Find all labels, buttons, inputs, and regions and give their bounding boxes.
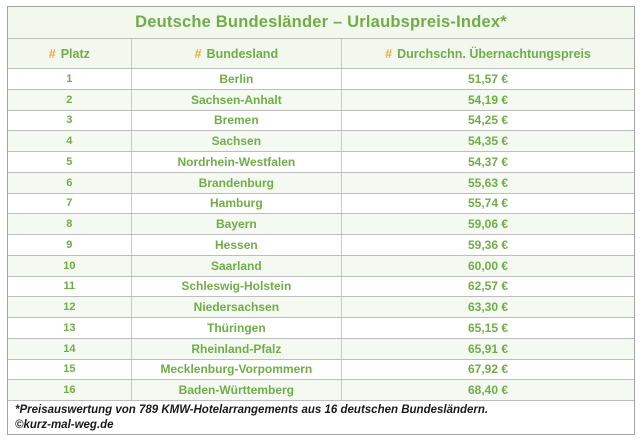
table-row: 5 Nordrhein-Westfalen 54,37 € — [8, 152, 634, 173]
price-cell: 59,06 € — [341, 214, 634, 234]
rank-cell: 6 — [66, 176, 73, 189]
hash-icon: # — [385, 46, 393, 61]
rank-cell: 2 — [66, 93, 73, 106]
table-row: 15 Mecklenburg-Vorpommern 67,92 € — [8, 359, 634, 381]
page-title: Deutsche Bundesländer – Urlaubspreis-Ind… — [135, 13, 507, 31]
table-row: 10 Saarland 60,00 € — [8, 255, 634, 277]
table-row: 12 Niedersachsen 63,30 € — [8, 297, 634, 318]
table-row: 6 Brandenburg 55,63 € — [8, 172, 634, 194]
price-cell: 54,37 € — [341, 152, 634, 172]
price-cell: 65,91 € — [341, 338, 634, 359]
rank-cell: 9 — [66, 238, 73, 251]
table-row: 11 Schleswig-Holstein 62,57 € — [8, 276, 634, 298]
table-header-row: # Platz # Bundesland # Durchschn. Überna… — [8, 39, 634, 69]
header-label-preis: Durchschn. Übernachtungspreis — [397, 46, 591, 61]
footnote-copyright: ©kurz-mal-weg.de — [15, 418, 114, 431]
rank-cell: 12 — [63, 301, 76, 314]
table-row: 8 Bayern 59,06 € — [8, 214, 634, 235]
price-cell: 60,00 € — [341, 255, 634, 276]
table-row: 2 Sachsen-Anhalt 54,19 € — [8, 89, 634, 111]
table-title-bar: Deutsche Bundesländer – Urlaubspreis-Ind… — [8, 7, 634, 39]
price-cell: 65,15 € — [341, 318, 634, 338]
table-row: 13 Thüringen 65,15 € — [8, 318, 634, 339]
rank-cell: 3 — [66, 114, 73, 127]
rank-cell: 1 — [66, 72, 73, 85]
table-row: 9 Hessen 59,36 € — [8, 235, 634, 256]
price-cell: 59,36 € — [341, 235, 634, 255]
state-cell: Bayern — [130, 214, 341, 234]
price-cell: 62,57 € — [341, 276, 634, 297]
state-cell: Sachsen-Anhalt — [130, 89, 341, 110]
footnote-area: *Preisauswertung von 789 KMW-Hotelarrang… — [8, 401, 634, 434]
rank-cell: 4 — [66, 135, 73, 148]
price-cell: 51,57 € — [341, 69, 634, 89]
price-cell: 55,63 € — [341, 172, 634, 193]
state-cell: Hamburg — [130, 193, 341, 214]
table-row: 14 Rheinland-Pfalz 65,91 € — [8, 338, 634, 360]
state-cell: Nordrhein-Westfalen — [130, 152, 341, 172]
rank-cell: 11 — [63, 280, 76, 293]
rank-cell: 7 — [66, 197, 73, 210]
header-label-bundesland: Bundesland — [206, 46, 279, 61]
header-cell-bundesland: # Bundesland — [130, 39, 341, 68]
price-cell: 63,30 € — [341, 297, 634, 317]
state-cell: Niedersachsen — [130, 297, 341, 317]
header-cell-platz: # Platz — [8, 39, 131, 68]
state-cell: Rheinland-Pfalz — [130, 338, 341, 359]
price-cell: 54,35 € — [341, 131, 634, 151]
rank-cell: 13 — [63, 321, 76, 334]
rank-cell: 8 — [66, 218, 73, 231]
hash-icon: # — [194, 46, 202, 61]
hash-icon: # — [48, 46, 56, 61]
price-cell: 55,74 € — [341, 193, 634, 214]
price-cell: 54,25 € — [341, 110, 634, 131]
header-cell-preis: # Durchschn. Übernachtungspreis — [341, 39, 634, 68]
state-cell: Bremen — [130, 110, 341, 131]
header-label-platz: Platz — [60, 46, 90, 61]
table-row: 1 Berlin 51,57 € — [8, 69, 634, 90]
state-cell: Mecklenburg-Vorpommern — [130, 359, 341, 380]
state-cell: Sachsen — [130, 131, 341, 151]
price-cell: 54,19 € — [341, 89, 634, 110]
state-cell: Schleswig-Holstein — [130, 276, 341, 297]
table-row: 16 Baden-Württemberg 68,40 € — [8, 380, 634, 401]
state-cell: Hessen — [130, 235, 341, 255]
table-body: 1 Berlin 51,57 € 2 Sachsen-Anhalt 54,19 … — [8, 69, 634, 401]
state-cell: Brandenburg — [130, 172, 341, 193]
rank-cell: 14 — [63, 342, 76, 355]
footnote-source: *Preisauswertung von 789 KMW-Hotelarrang… — [15, 404, 489, 416]
table-row: 7 Hamburg 55,74 € — [8, 193, 634, 215]
price-cell: 68,40 € — [341, 380, 634, 400]
table-row: 4 Sachsen 54,35 € — [8, 131, 634, 152]
state-cell: Baden-Württemberg — [130, 380, 341, 400]
price-cell: 67,92 € — [341, 359, 634, 380]
state-cell: Saarland — [130, 255, 341, 276]
state-cell: Thüringen — [130, 318, 341, 338]
rank-cell: 10 — [63, 259, 76, 272]
price-index-table: Deutsche Bundesländer – Urlaubspreis-Ind… — [7, 6, 635, 435]
table-row: 3 Bremen 54,25 € — [8, 110, 634, 132]
rank-cell: 15 — [63, 363, 76, 376]
rank-cell: 16 — [63, 384, 76, 397]
rank-cell: 5 — [66, 155, 73, 168]
state-cell: Berlin — [130, 69, 341, 89]
